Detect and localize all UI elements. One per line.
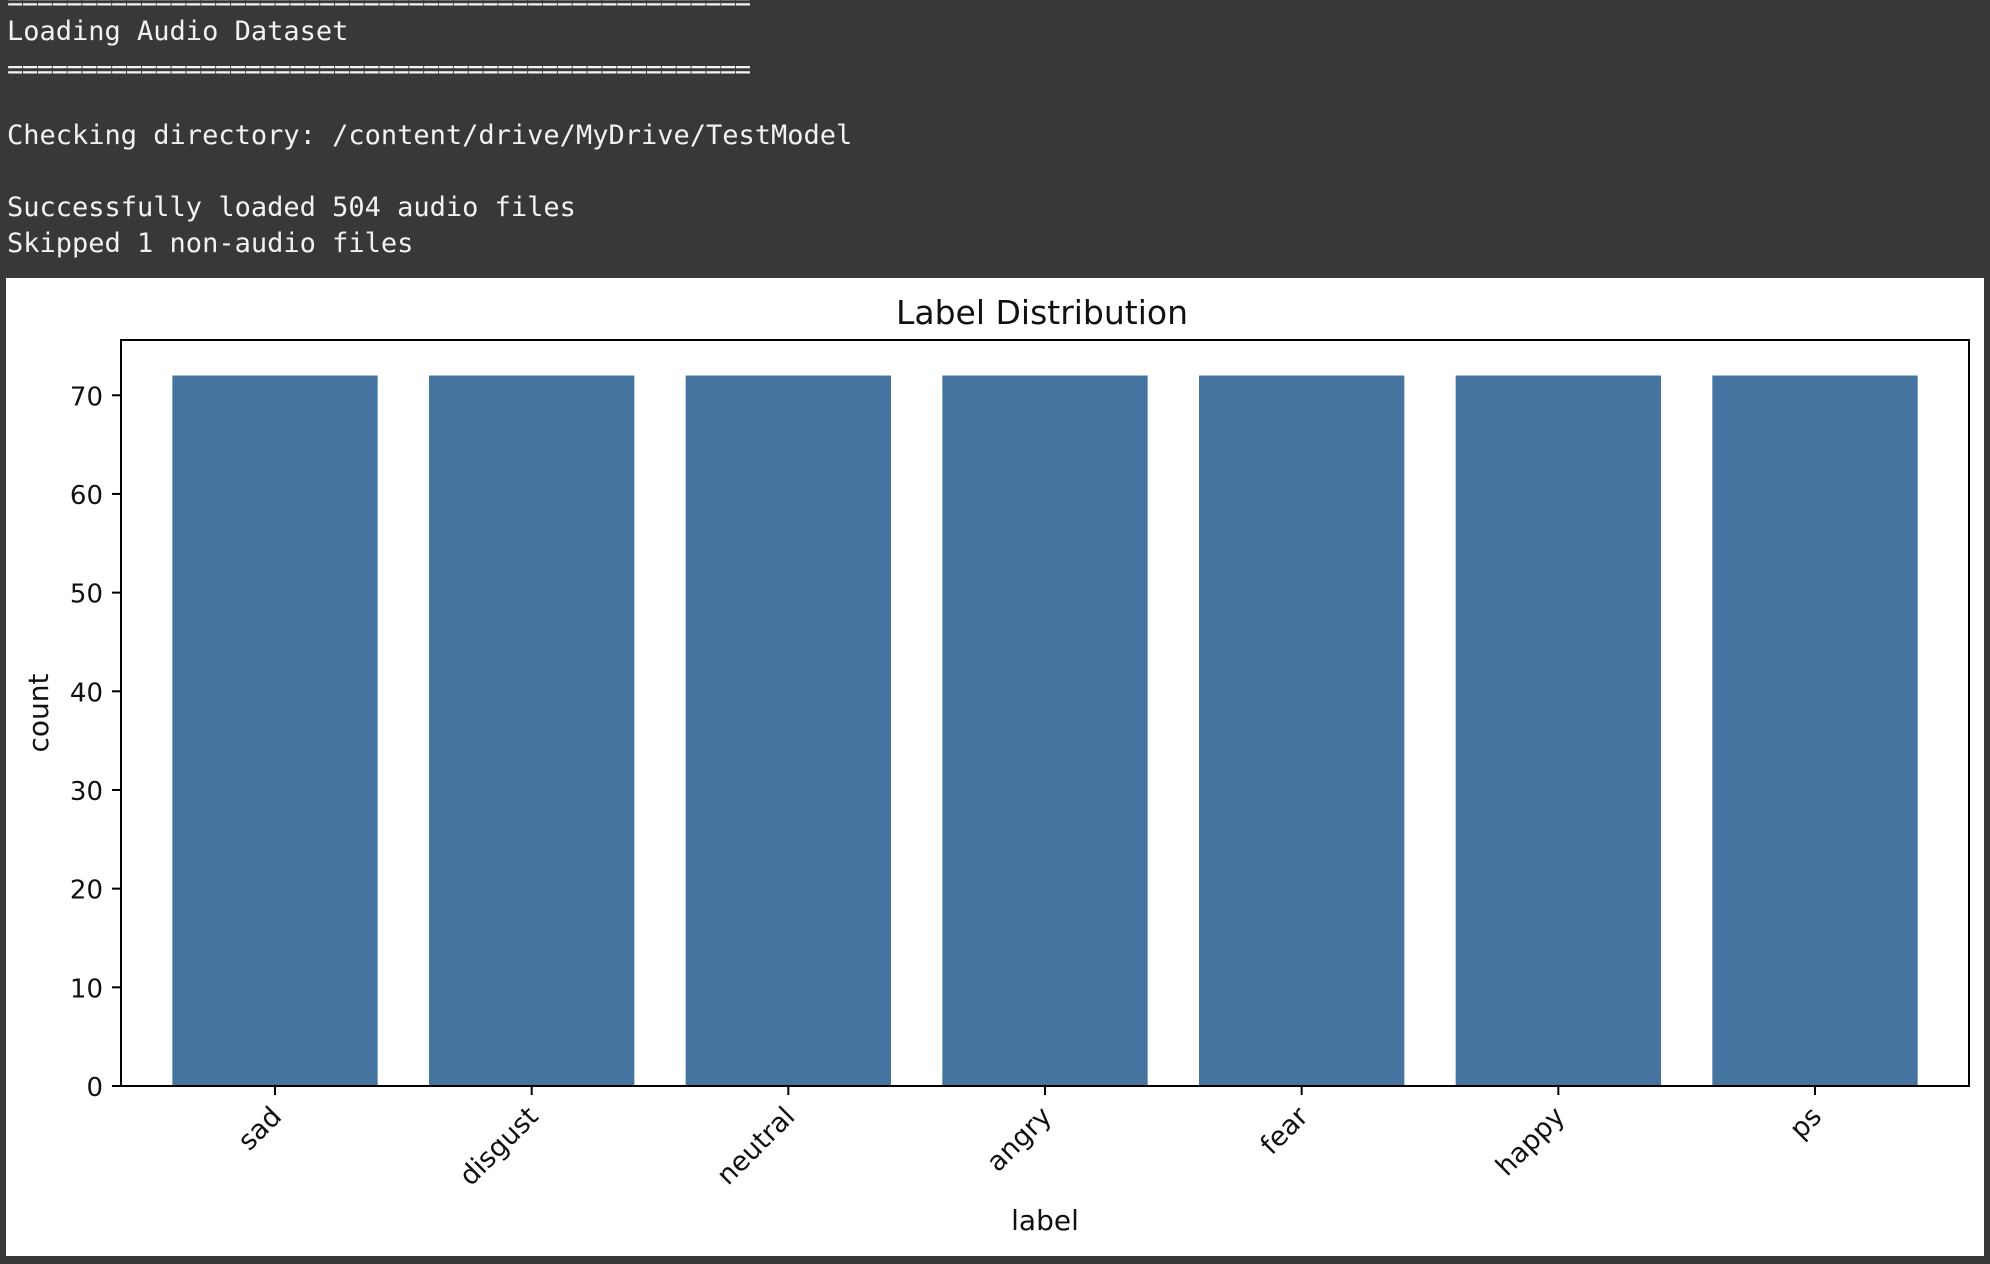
x-tick-label-sad: sad	[232, 1101, 288, 1157]
console-directory-line: Checking directory: /content/drive/MyDri…	[7, 120, 853, 151]
bars-group	[172, 375, 1918, 1086]
y-tick-label: 20	[70, 876, 103, 906]
bar-ps	[1712, 375, 1918, 1086]
console-rule-bottom: ========================================…	[7, 54, 751, 82]
plot-frame	[120, 339, 1970, 1087]
y-tick-label: 10	[70, 974, 103, 1004]
y-tick-label: 50	[70, 580, 103, 610]
x-tick-label-fear: fear	[1255, 1100, 1316, 1161]
y-tick-label: 60	[70, 481, 103, 511]
x-tick-label-disgust: disgust	[454, 1101, 545, 1192]
bar-angry	[942, 375, 1148, 1086]
bar-chart: Label Distribution 0 10 20 30 40 50 60 70 sad di…	[22, 293, 1970, 1237]
y-tick-label: 30	[70, 777, 103, 807]
bar-disgust	[429, 375, 635, 1086]
console-loaded-line: Successfully loaded 504 audio files	[7, 192, 576, 223]
bar-neutral	[685, 375, 891, 1086]
bar-fear	[1199, 375, 1405, 1086]
chart-title: Label Distribution	[896, 293, 1188, 332]
bar-sad	[172, 375, 378, 1086]
console-rule-top: ========================================…	[7, 0, 1990, 14]
x-tick-label-happy: happy	[1490, 1101, 1571, 1182]
y-axis: 0 10 20 30 40 50 60 70	[70, 382, 121, 1103]
y-tick-label: 0	[86, 1073, 103, 1103]
console-skipped-line: Skipped 1 non-audio files	[7, 228, 414, 259]
y-axis-label: count	[22, 673, 55, 752]
y-tick-label: 70	[70, 382, 103, 412]
console-output: ========================================…	[0, 0, 1990, 278]
x-tick-label-ps: ps	[1784, 1101, 1828, 1145]
x-axis: sad disgust neutral angry fear happy ps	[232, 1086, 1828, 1192]
x-axis-label: label	[1011, 1204, 1079, 1237]
chart-figure: Label Distribution 0 10 20 30 40 50 60 70 sad di…	[6, 278, 1984, 1256]
x-tick-label-angry: angry	[981, 1101, 1058, 1178]
y-tick-label: 40	[70, 678, 103, 708]
x-tick-label-neutral: neutral	[711, 1101, 801, 1191]
console-heading: Loading Audio Dataset	[7, 16, 349, 47]
bar-happy	[1455, 375, 1661, 1086]
